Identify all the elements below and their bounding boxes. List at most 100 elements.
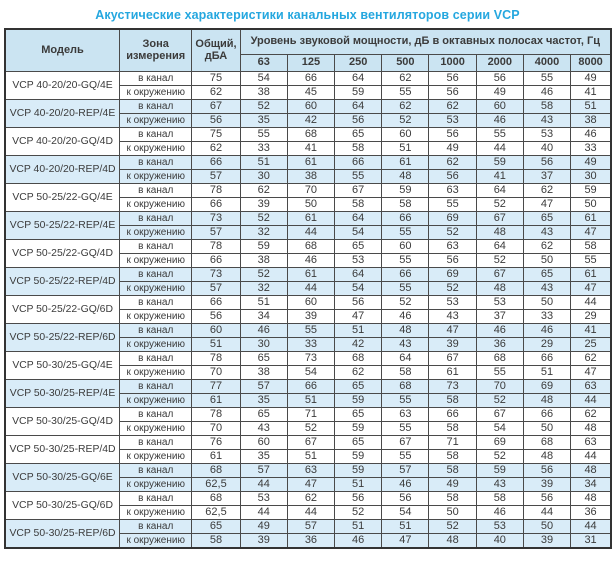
zone-duct-cell: в канал: [119, 126, 193, 142]
spl-value-cell: 65: [522, 210, 572, 226]
spl-value-cell: 52: [239, 266, 288, 282]
spl-value-cell: 55: [381, 420, 430, 436]
spl-value-cell: 54: [239, 70, 288, 86]
spl-value-cell: 63: [428, 182, 477, 198]
spl-value-cell: 36: [570, 504, 612, 520]
model-row-duct: VCP 40-20/20-REP/4D в канал 66 51 61 66 61 62 59…: [4, 154, 612, 184]
spl-value-cell: 64: [475, 238, 524, 254]
spl-value-cell: 64: [334, 98, 383, 114]
model-name-cell: VCP 40-20/20-GQ/4D: [4, 126, 121, 156]
spl-value-cell: 60: [475, 98, 524, 114]
spl-value-cell: 52: [381, 112, 430, 128]
spl-value-cell: 52: [475, 448, 524, 464]
header-freq-250: 250: [334, 53, 383, 72]
spl-value-cell: 64: [475, 182, 524, 198]
spl-value-cell: 67: [286, 434, 336, 450]
spl-value-cell: 44: [475, 140, 524, 156]
spl-value-cell: 47: [334, 308, 383, 324]
spl-value-cell: 51: [239, 154, 288, 170]
zone-duct-cell: в канал: [119, 490, 193, 506]
model-name-cell: VCP 50-25/22-REP/4E: [4, 210, 121, 240]
total-dba-cell: 57: [191, 224, 241, 240]
spl-value-cell: 68: [334, 350, 383, 366]
spl-value-cell: 38: [570, 112, 612, 128]
spl-value-cell: 68: [286, 238, 336, 254]
spl-value-cell: 38: [239, 252, 288, 268]
spl-value-cell: 58: [334, 196, 383, 212]
model-name-cell: VCP 50-25/22-REP/6D: [4, 322, 121, 352]
spl-value-cell: 52: [286, 420, 336, 436]
total-dba-cell: 51: [191, 336, 241, 352]
spl-value-cell: 58: [428, 392, 477, 408]
spl-value-cell: 52: [428, 224, 477, 240]
spl-value-cell: 57: [381, 462, 430, 478]
header-model: Модель: [4, 28, 121, 72]
spl-value-cell: 44: [286, 224, 336, 240]
zone-duct-cell: в канал: [119, 406, 193, 422]
spl-value-cell: 48: [475, 280, 524, 296]
spl-value-cell: 66: [286, 70, 336, 86]
total-dba-cell: 65: [191, 518, 241, 534]
spl-value-cell: 55: [381, 280, 430, 296]
model-row-duct: VCP 50-30/25-REP/6D в канал 65 49 57 51 51 52 53…: [4, 518, 612, 548]
spl-value-cell: 65: [522, 266, 572, 282]
spl-value-cell: 52: [239, 210, 288, 226]
spl-value-cell: 56: [522, 462, 572, 478]
spl-value-cell: 67: [381, 434, 430, 450]
model-row-duct: VCP 50-30/25-GQ/4E в канал 78 65 73 68 64 67 68 6…: [4, 350, 612, 380]
spl-value-cell: 66: [522, 350, 572, 366]
table-header: Модель Зона измерения Общий, дБА Уровень…: [4, 28, 612, 72]
spl-value-cell: 71: [286, 406, 336, 422]
spl-value-cell: 50: [286, 196, 336, 212]
spl-value-cell: 54: [334, 224, 383, 240]
zone-duct-cell: в канал: [119, 210, 193, 226]
spl-value-cell: 54: [334, 280, 383, 296]
spl-value-cell: 68: [286, 126, 336, 142]
spl-value-cell: 52: [428, 518, 477, 534]
total-dba-cell: 73: [191, 266, 241, 282]
total-dba-cell: 57: [191, 168, 241, 184]
model-row-ambient: к окружению 70 43 52 59 55 58 54 50 48: [5, 420, 612, 436]
spl-value-cell: 67: [334, 182, 383, 198]
spl-value-cell: 67: [475, 406, 524, 422]
spl-value-cell: 61: [286, 210, 336, 226]
total-dba-cell: 56: [191, 112, 241, 128]
spl-value-cell: 71: [428, 434, 477, 450]
zone-ambient-cell: к окружению: [119, 420, 193, 436]
spl-value-cell: 30: [570, 168, 612, 184]
spl-value-cell: 39: [239, 532, 288, 548]
spl-value-cell: 62: [570, 406, 612, 422]
spl-value-cell: 65: [334, 238, 383, 254]
spl-value-cell: 73: [428, 378, 477, 394]
spl-value-cell: 60: [381, 126, 430, 142]
model-name-cell: VCP 50-30/25-REP/4E: [4, 378, 121, 408]
spl-value-cell: 48: [522, 448, 572, 464]
total-dba-cell: 76: [191, 434, 241, 450]
total-dba-cell: 57: [191, 280, 241, 296]
zone-duct-cell: в канал: [119, 350, 193, 366]
spl-value-cell: 47: [381, 532, 430, 548]
spl-value-cell: 53: [475, 518, 524, 534]
spl-value-cell: 58: [381, 196, 430, 212]
spl-value-cell: 63: [570, 378, 612, 394]
spl-value-cell: 49: [475, 84, 524, 100]
spl-value-cell: 56: [475, 70, 524, 86]
spl-value-cell: 35: [239, 448, 288, 464]
spl-value-cell: 73: [286, 350, 336, 366]
spl-value-cell: 56: [428, 252, 477, 268]
spl-value-cell: 58: [475, 490, 524, 506]
spl-value-cell: 44: [570, 392, 612, 408]
zone-duct-cell: в канал: [119, 238, 193, 254]
model-row-duct: VCP 50-25/22-REP/6D в канал 60 46 55 51 48 47 46…: [4, 322, 612, 352]
zone-duct-cell: в канал: [119, 434, 193, 450]
spl-value-cell: 42: [334, 336, 383, 352]
total-dba-cell: 78: [191, 406, 241, 422]
acoustic-characteristics-table: Модель Зона измерения Общий, дБА Уровень…: [4, 28, 612, 549]
total-dba-cell: 73: [191, 210, 241, 226]
spl-value-cell: 34: [570, 476, 612, 492]
model-name-cell: VCP 50-30/25-GQ/6D: [4, 490, 121, 520]
spl-value-cell: 59: [334, 420, 383, 436]
spl-value-cell: 59: [334, 392, 383, 408]
spl-value-cell: 56: [334, 112, 383, 128]
spl-value-cell: 44: [570, 294, 612, 310]
